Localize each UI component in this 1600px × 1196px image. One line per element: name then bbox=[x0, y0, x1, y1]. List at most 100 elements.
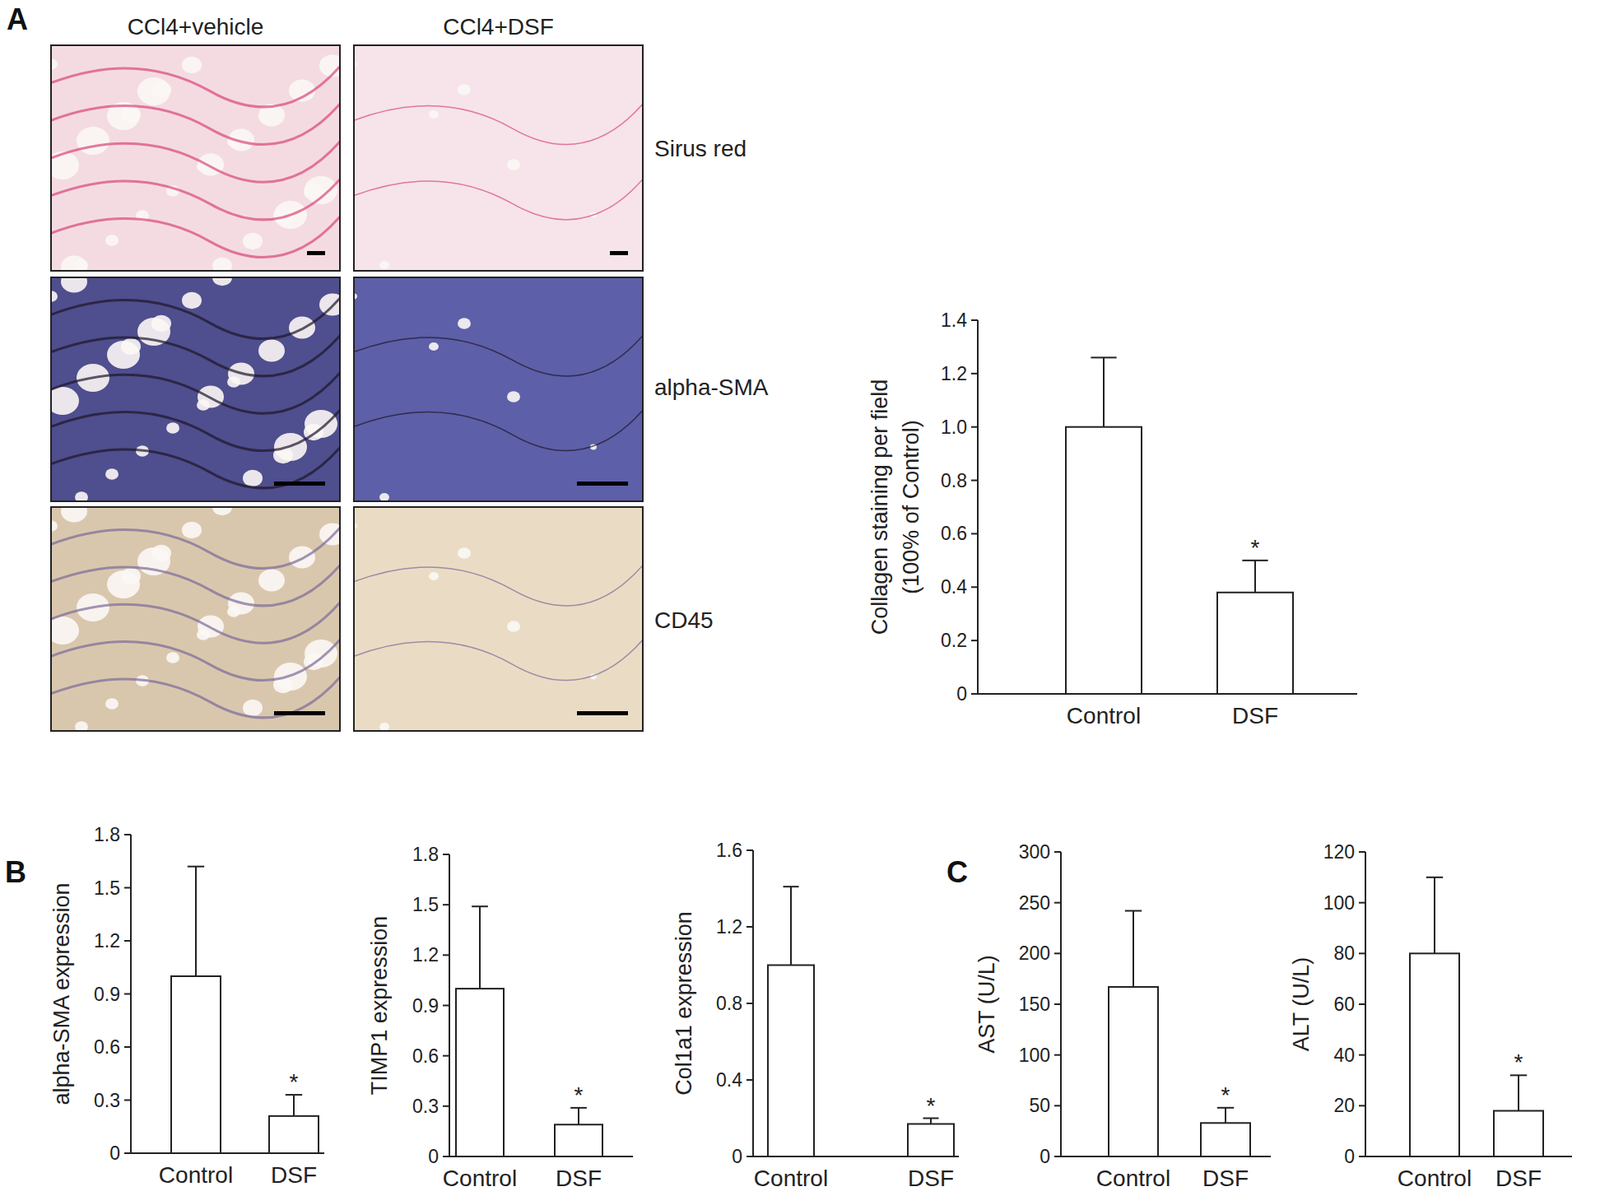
vacuole bbox=[105, 234, 119, 247]
vacuole bbox=[51, 520, 58, 532]
y-tick bbox=[1054, 902, 1061, 904]
fiber bbox=[353, 335, 643, 377]
y-tick bbox=[1358, 1003, 1366, 1005]
error-stem bbox=[1254, 560, 1256, 593]
error-bar bbox=[1217, 1107, 1234, 1124]
vacuole bbox=[258, 568, 285, 591]
vacuole bbox=[457, 317, 471, 330]
y-tick-label: 0.2 bbox=[940, 629, 968, 652]
error-stem bbox=[790, 886, 792, 965]
vacuole bbox=[51, 290, 58, 303]
y-axis bbox=[976, 320, 979, 694]
error-bar bbox=[471, 906, 489, 989]
vacuole bbox=[258, 339, 285, 362]
vacuole bbox=[51, 58, 58, 70]
vacuole bbox=[60, 277, 88, 294]
y-tick bbox=[124, 1046, 131, 1048]
vacuole bbox=[457, 83, 471, 96]
vacuole bbox=[181, 56, 202, 74]
micrograph bbox=[51, 277, 340, 502]
error-bar bbox=[570, 1107, 587, 1125]
vacuole bbox=[166, 651, 180, 664]
vacuole bbox=[379, 722, 390, 731]
fiber bbox=[51, 297, 340, 339]
panel-letter: A bbox=[6, 2, 28, 37]
bar bbox=[554, 1124, 603, 1157]
marks bbox=[767, 886, 954, 1157]
y-tick-label: 0.8 bbox=[940, 469, 968, 492]
error-stem bbox=[1224, 1107, 1227, 1124]
y-axis-label: (100% of Control) bbox=[898, 419, 924, 595]
vacuole bbox=[227, 376, 241, 388]
fiber bbox=[51, 66, 340, 107]
micrograph-bg bbox=[353, 277, 643, 502]
marks bbox=[1409, 877, 1544, 1157]
bar bbox=[1409, 953, 1460, 1157]
micrograph bbox=[353, 45, 643, 271]
significance-marker: * bbox=[574, 1082, 584, 1108]
vacuole bbox=[106, 570, 140, 599]
vacuole bbox=[428, 110, 439, 119]
vacuole bbox=[319, 522, 340, 545]
y-tick bbox=[124, 1152, 131, 1154]
y-tick bbox=[124, 833, 131, 836]
vacuole bbox=[242, 699, 263, 717]
micrograph bbox=[353, 506, 643, 731]
fiber bbox=[51, 141, 340, 182]
error-bar bbox=[1241, 560, 1268, 593]
x-tick-label: Control bbox=[1397, 1165, 1472, 1191]
vacuole bbox=[181, 292, 202, 309]
y-tick bbox=[124, 887, 131, 889]
y-tick-label: 60 bbox=[1333, 993, 1355, 1015]
y-tick-label: 0.6 bbox=[412, 1045, 439, 1067]
fiber bbox=[51, 216, 340, 257]
fiber bbox=[51, 565, 340, 606]
vacuole bbox=[76, 126, 110, 155]
fiber bbox=[51, 677, 340, 718]
y-tick-label: 200 bbox=[1018, 942, 1051, 964]
x-tick-label: Control bbox=[158, 1162, 233, 1188]
fiber bbox=[353, 179, 643, 220]
y-tick bbox=[124, 1099, 131, 1102]
y-tick-label: 0.4 bbox=[940, 576, 968, 598]
vacuole bbox=[506, 158, 521, 171]
vacuole bbox=[212, 257, 233, 271]
y-tick-label: 100 bbox=[1018, 1044, 1051, 1066]
y-tick-label: 0.6 bbox=[940, 522, 968, 545]
x-tick-label: DSF bbox=[1202, 1165, 1249, 1191]
error-bar bbox=[1510, 1074, 1527, 1111]
y-tick-label: 150 bbox=[1018, 993, 1051, 1015]
vacuole bbox=[242, 469, 263, 487]
y-tick bbox=[1358, 851, 1366, 853]
error-stem bbox=[577, 1107, 580, 1125]
micrograph bbox=[51, 45, 340, 271]
column-header: CCl4+DSF bbox=[442, 13, 554, 40]
fiber bbox=[51, 447, 340, 489]
y-tick-label: 300 bbox=[1018, 841, 1051, 863]
y-tick-label: 1.4 bbox=[940, 309, 968, 331]
y-tick bbox=[971, 479, 978, 482]
micrograph-bg bbox=[51, 277, 340, 502]
x-axis bbox=[977, 693, 1358, 695]
micrograph bbox=[353, 277, 643, 502]
y-tick-label: 1.5 bbox=[412, 893, 439, 916]
vacuole bbox=[242, 232, 263, 250]
significance-marker: * bbox=[289, 1069, 299, 1095]
y-tick-label: 0.9 bbox=[93, 983, 121, 1005]
y-tick-label: 0 bbox=[1344, 1145, 1355, 1168]
y-tick bbox=[124, 993, 131, 996]
vacuole bbox=[137, 77, 171, 106]
error-cap bbox=[187, 865, 205, 868]
vacuole bbox=[196, 399, 210, 411]
significance-marker: * bbox=[926, 1093, 936, 1119]
y-tick-label: 0.3 bbox=[93, 1089, 121, 1112]
bar-chart: 00.40.81.21.6Col1a1 expressionControlDSF… bbox=[671, 839, 959, 1191]
y-tick bbox=[746, 849, 754, 852]
y-tick-label: 1.2 bbox=[412, 944, 439, 966]
y-tick bbox=[971, 372, 978, 375]
vacuole bbox=[319, 293, 340, 316]
micrograph-frame bbox=[353, 45, 643, 271]
y-axis-label: ALT (U/L) bbox=[1288, 957, 1314, 1052]
scale-bar bbox=[609, 251, 628, 256]
y-tick bbox=[746, 1155, 754, 1158]
